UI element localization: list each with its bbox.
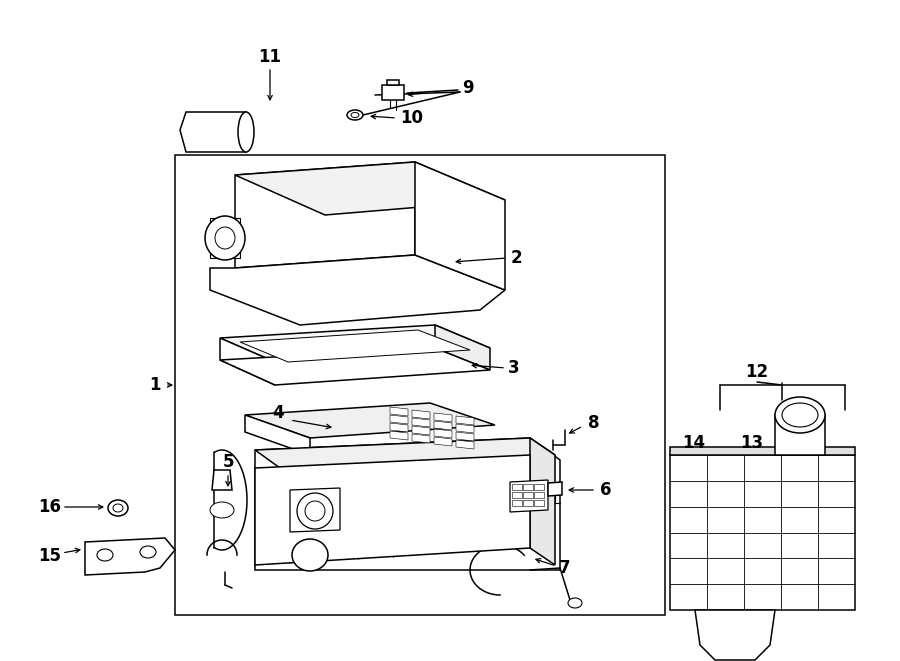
Polygon shape [435, 325, 490, 370]
Polygon shape [695, 610, 775, 660]
Polygon shape [534, 500, 544, 506]
Polygon shape [210, 218, 240, 258]
Polygon shape [534, 484, 544, 490]
Ellipse shape [215, 227, 235, 249]
Polygon shape [220, 338, 275, 385]
Polygon shape [415, 162, 505, 290]
Text: 9: 9 [463, 79, 473, 97]
Text: 6: 6 [600, 481, 612, 499]
Polygon shape [290, 488, 340, 532]
Ellipse shape [210, 502, 234, 518]
Polygon shape [255, 455, 530, 565]
Polygon shape [510, 480, 548, 512]
Text: 10: 10 [400, 109, 424, 127]
Ellipse shape [140, 546, 156, 558]
Polygon shape [255, 438, 560, 570]
Ellipse shape [292, 539, 328, 571]
Polygon shape [387, 80, 399, 85]
Polygon shape [512, 500, 522, 506]
Polygon shape [412, 410, 430, 419]
Polygon shape [210, 255, 505, 325]
Polygon shape [523, 492, 533, 498]
Ellipse shape [782, 403, 818, 427]
Polygon shape [412, 418, 430, 427]
Text: 13: 13 [741, 434, 763, 452]
Ellipse shape [351, 112, 359, 118]
Polygon shape [434, 429, 452, 438]
Polygon shape [456, 424, 474, 433]
Polygon shape [390, 407, 408, 416]
Text: 16: 16 [39, 498, 61, 516]
Text: 8: 8 [589, 414, 599, 432]
Text: 1: 1 [149, 376, 161, 394]
Polygon shape [530, 438, 555, 565]
Polygon shape [390, 423, 408, 432]
Polygon shape [180, 112, 253, 152]
Text: 3: 3 [508, 359, 520, 377]
Ellipse shape [205, 216, 245, 260]
Polygon shape [412, 434, 430, 443]
Polygon shape [235, 162, 415, 268]
Ellipse shape [347, 110, 363, 120]
Polygon shape [534, 492, 544, 498]
Polygon shape [775, 415, 825, 455]
Polygon shape [434, 421, 452, 430]
Polygon shape [240, 330, 470, 362]
Ellipse shape [97, 549, 113, 561]
Ellipse shape [108, 500, 128, 516]
Polygon shape [220, 325, 490, 362]
Polygon shape [412, 426, 430, 435]
Ellipse shape [238, 112, 254, 152]
Polygon shape [390, 415, 408, 424]
Polygon shape [523, 500, 533, 506]
Polygon shape [456, 416, 474, 425]
Ellipse shape [568, 598, 582, 608]
Polygon shape [456, 432, 474, 441]
Text: 5: 5 [222, 453, 234, 471]
Ellipse shape [297, 493, 333, 529]
Text: 11: 11 [258, 48, 282, 66]
Polygon shape [235, 162, 505, 215]
Ellipse shape [305, 501, 325, 521]
Text: 4: 4 [272, 404, 284, 422]
Polygon shape [670, 455, 855, 610]
Polygon shape [434, 437, 452, 446]
Ellipse shape [775, 397, 825, 433]
Polygon shape [255, 438, 555, 468]
Polygon shape [390, 431, 408, 440]
Polygon shape [670, 447, 855, 455]
Bar [175, 155, 665, 615]
Text: 12: 12 [745, 363, 769, 381]
Polygon shape [220, 348, 490, 385]
Ellipse shape [113, 504, 123, 512]
Polygon shape [245, 415, 310, 455]
Polygon shape [512, 484, 522, 490]
Text: 7: 7 [559, 559, 571, 577]
Polygon shape [512, 492, 522, 498]
Polygon shape [212, 470, 232, 490]
Text: 14: 14 [682, 434, 706, 452]
Polygon shape [245, 403, 495, 438]
Polygon shape [523, 484, 533, 490]
Polygon shape [456, 440, 474, 449]
Polygon shape [85, 538, 175, 575]
Polygon shape [548, 482, 562, 496]
Text: 15: 15 [39, 547, 61, 565]
Text: 2: 2 [510, 249, 522, 267]
Polygon shape [382, 85, 404, 100]
Polygon shape [434, 413, 452, 422]
